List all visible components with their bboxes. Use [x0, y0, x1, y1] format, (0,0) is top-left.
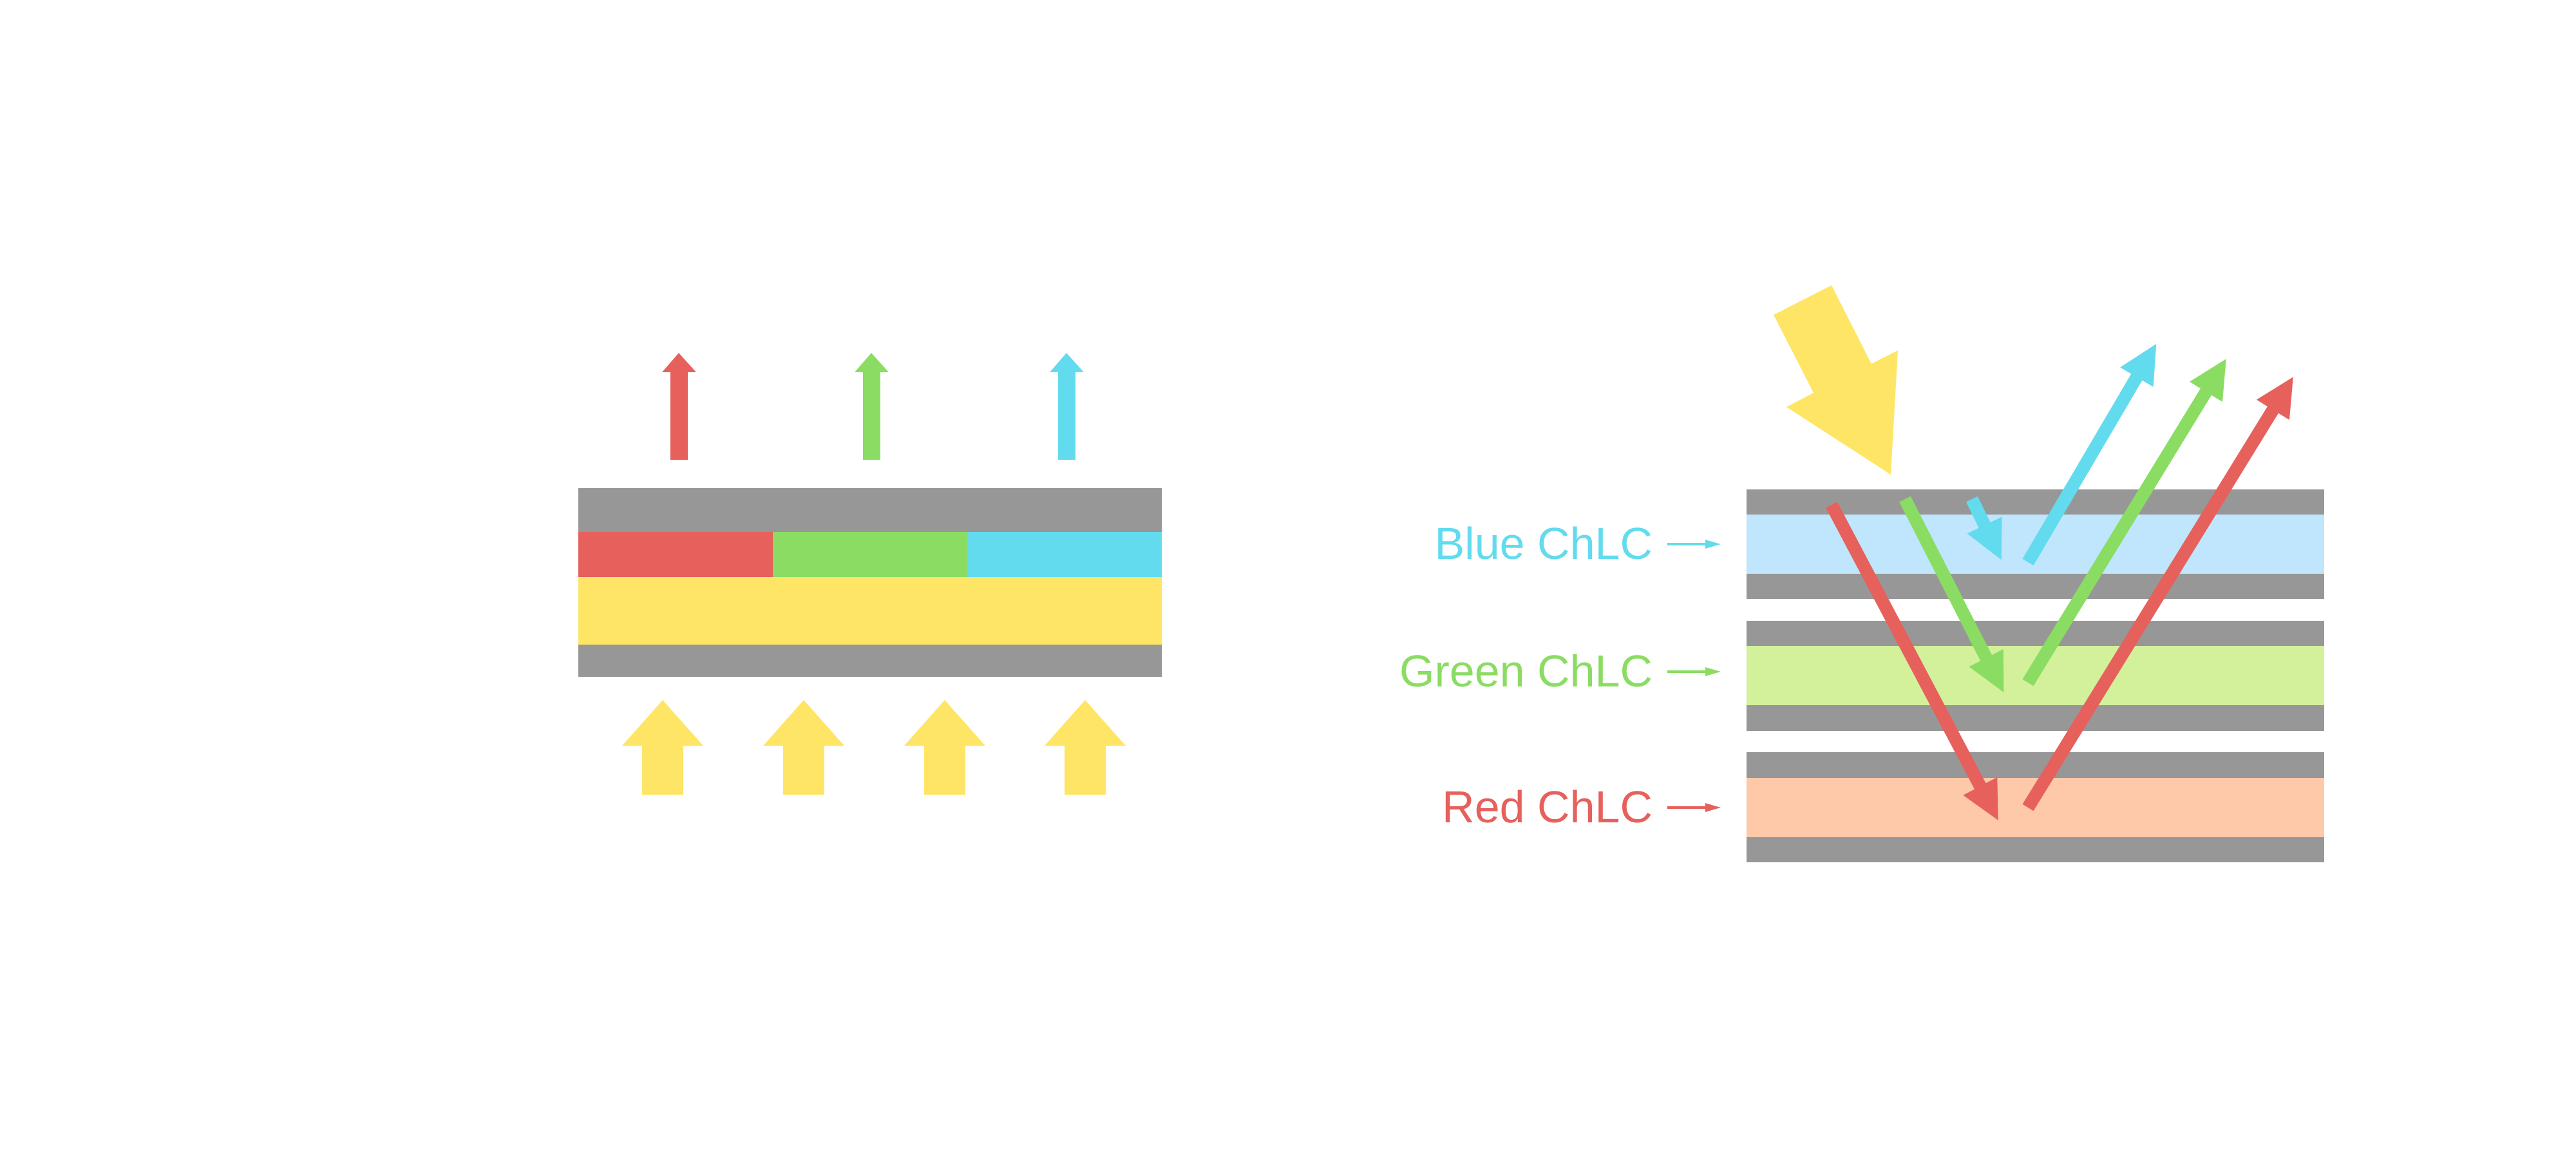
blue-up-arrow-icon — [1050, 353, 1084, 460]
green-reflected-arrow-icon — [2022, 359, 2226, 686]
green-chlc-bottom-gray — [1747, 705, 2324, 731]
blue-filter — [967, 532, 1162, 577]
yellow-up-arrow-icon — [622, 700, 703, 795]
blue-incoming-arrow-icon — [1965, 496, 2002, 560]
red-chlc-bottom-gray — [1747, 837, 2324, 862]
incident-light-arrow-icon — [1774, 285, 1898, 475]
blue-chlc-label: Blue ChLC — [1434, 518, 1653, 569]
red-label-pointer-arrow-icon — [1667, 803, 1721, 812]
blue-reflected-arrow-icon — [2022, 343, 2157, 566]
blue-label-pointer-arrow-icon — [1667, 540, 1721, 549]
green-filter — [773, 532, 967, 577]
color-filter-stack — [578, 488, 1162, 677]
green-incoming-arrow-icon — [1899, 496, 2004, 693]
yellow-up-arrow-icon — [763, 700, 844, 795]
reflection-arrows — [1826, 343, 2293, 820]
green-chlc-label: Green ChLC — [1399, 646, 1653, 696]
red-filter — [578, 532, 773, 577]
red-up-arrow-icon — [662, 353, 696, 460]
top-gray-layer — [578, 488, 1162, 532]
green-label-pointer-arrow-icon — [1667, 667, 1721, 676]
bottom-gray-layer — [578, 645, 1162, 677]
red-reflected-arrow-icon — [2022, 377, 2293, 811]
red-chlc-top-gray — [1747, 752, 2324, 778]
output-arrows — [662, 353, 1084, 460]
yellow-backlight-layer — [578, 577, 1162, 645]
green-up-arrow-icon — [855, 353, 889, 460]
backlight-arrows — [622, 700, 1126, 795]
red-chlc-label: Red ChLC — [1442, 782, 1653, 832]
yellow-up-arrow-icon — [1045, 700, 1126, 795]
green-chlc-top-gray — [1747, 621, 2324, 646]
layer-labels: Blue ChLC Green ChLC Red ChLC — [1399, 518, 1721, 832]
yellow-up-arrow-icon — [904, 700, 985, 795]
blue-chlc-bottom-gray — [1747, 574, 2324, 599]
red-incoming-arrow-icon — [1826, 502, 1998, 820]
